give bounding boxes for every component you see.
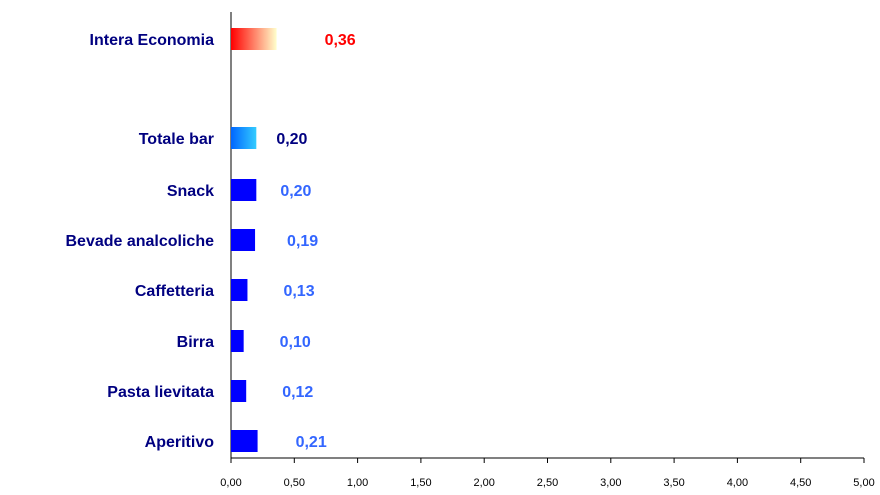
category-label: Intera Economia bbox=[90, 32, 215, 49]
x-tick-label: 5,00 bbox=[853, 477, 874, 489]
x-tick-label: 1,00 bbox=[347, 477, 368, 489]
chart-bars bbox=[231, 28, 277, 452]
value-label: 0,36 bbox=[325, 32, 356, 49]
value-label: 0,12 bbox=[282, 384, 313, 401]
category-label: Snack bbox=[167, 183, 214, 200]
x-tick-label: 2,00 bbox=[473, 477, 494, 489]
x-tick-label: 4,50 bbox=[790, 477, 811, 489]
x-tick-label: 2,50 bbox=[537, 477, 558, 489]
x-tick-label: 1,50 bbox=[410, 477, 431, 489]
bar bbox=[231, 127, 257, 149]
x-tick-label: 3,50 bbox=[663, 477, 684, 489]
x-tick-label: 4,00 bbox=[727, 477, 748, 489]
bar bbox=[231, 279, 248, 301]
value-label: 0,13 bbox=[283, 283, 314, 300]
bar bbox=[231, 179, 257, 201]
value-label: 0,21 bbox=[296, 434, 327, 451]
category-label: Totale bar bbox=[139, 131, 214, 148]
x-tick-label: 3,00 bbox=[600, 477, 621, 489]
bar bbox=[231, 229, 256, 251]
value-label: 0,20 bbox=[280, 183, 311, 200]
category-label: Pasta lievitata bbox=[107, 384, 214, 401]
category-label: Bevade analcoliche bbox=[65, 233, 214, 250]
bar bbox=[231, 330, 244, 352]
bar bbox=[231, 430, 258, 452]
value-label: 0,19 bbox=[287, 233, 318, 250]
value-label: 0,20 bbox=[276, 131, 307, 148]
bar bbox=[231, 380, 247, 402]
category-label: Caffetteria bbox=[135, 283, 214, 300]
x-tick-label: 0,50 bbox=[284, 477, 305, 489]
x-tick-label: 0,00 bbox=[220, 477, 241, 489]
value-label: 0,10 bbox=[280, 334, 311, 351]
chart-axes bbox=[230, 12, 865, 463]
category-label: Birra bbox=[177, 334, 214, 351]
category-label: Aperitivo bbox=[145, 434, 215, 451]
bar bbox=[231, 28, 277, 50]
chart-labels: 0,00 0,50 1,00 1,50 2,00 2,50 3,00 3,50 4,00 4,50… bbox=[65, 32, 874, 489]
